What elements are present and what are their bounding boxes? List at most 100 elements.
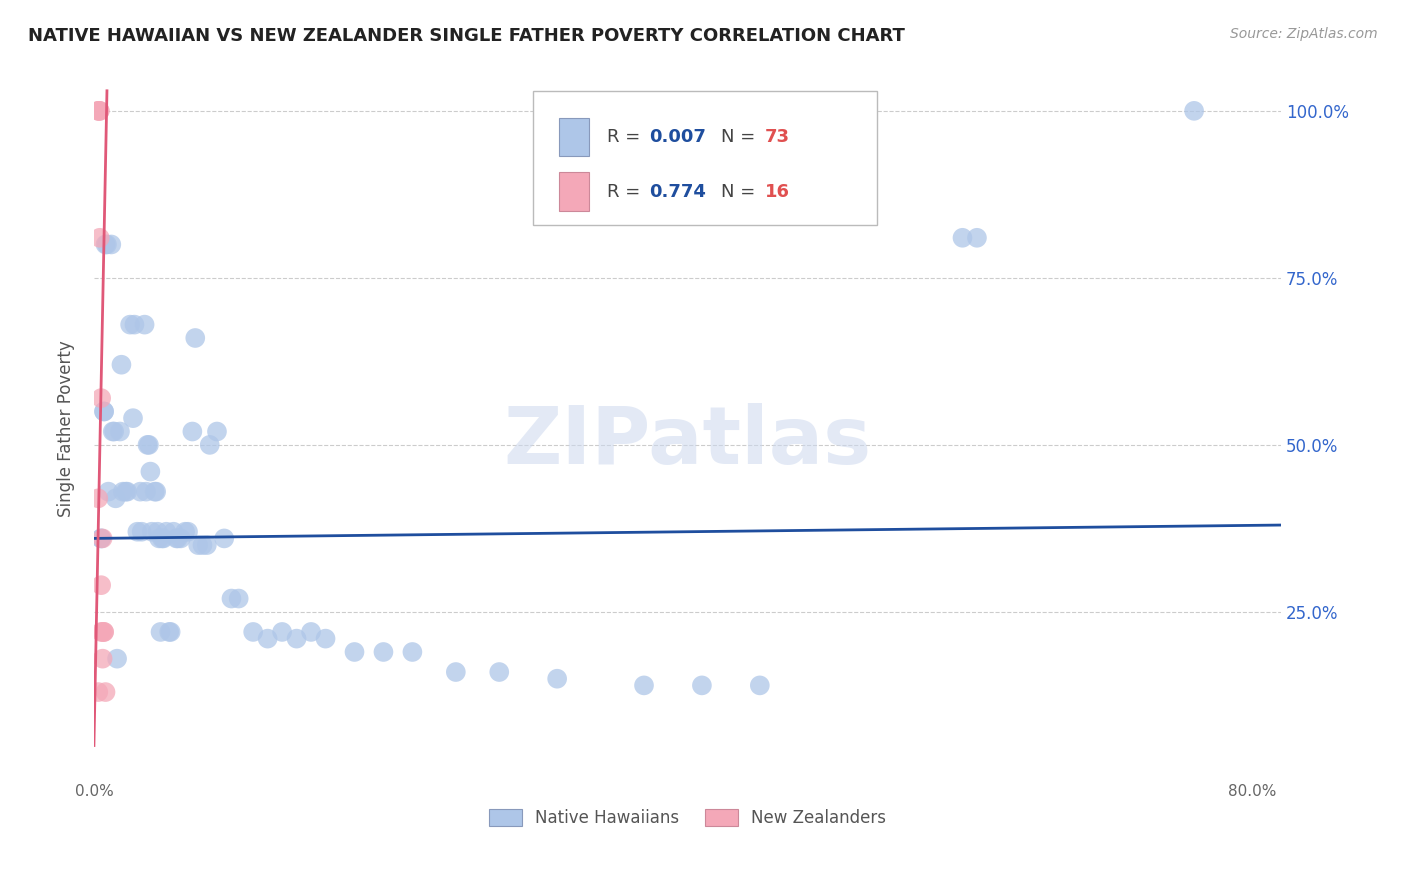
- Point: [146, 524, 169, 539]
- Point: [167, 532, 190, 546]
- Point: [90, 578, 112, 592]
- Point: [97, 484, 120, 499]
- Point: [191, 538, 214, 552]
- Point: [184, 331, 207, 345]
- Point: [87, 491, 110, 506]
- Point: [271, 624, 294, 639]
- Point: [93, 624, 115, 639]
- Point: [343, 645, 366, 659]
- Text: 16: 16: [765, 183, 790, 201]
- Point: [748, 678, 770, 692]
- Point: [315, 632, 337, 646]
- Point: [221, 591, 243, 606]
- Y-axis label: Single Father Poverty: Single Father Poverty: [58, 340, 75, 516]
- Text: NATIVE HAWAIIAN VS NEW ZEALANDER SINGLE FATHER POVERTY CORRELATION CHART: NATIVE HAWAIIAN VS NEW ZEALANDER SINGLE …: [28, 27, 905, 45]
- Point: [90, 532, 112, 546]
- Point: [94, 685, 117, 699]
- Point: [205, 425, 228, 439]
- Text: ZIPatlas: ZIPatlas: [503, 403, 872, 481]
- Point: [690, 678, 713, 692]
- Point: [1182, 103, 1205, 118]
- Text: 0.007: 0.007: [650, 128, 706, 145]
- Point: [256, 632, 278, 646]
- Point: [150, 532, 173, 546]
- Point: [170, 532, 193, 546]
- Point: [143, 484, 166, 499]
- Point: [129, 484, 152, 499]
- Point: [122, 411, 145, 425]
- Point: [145, 484, 167, 499]
- FancyBboxPatch shape: [533, 92, 877, 225]
- Point: [155, 524, 177, 539]
- Text: N =: N =: [721, 128, 761, 145]
- Point: [444, 665, 467, 679]
- Point: [100, 237, 122, 252]
- Point: [157, 624, 180, 639]
- Point: [141, 524, 163, 539]
- Point: [228, 591, 250, 606]
- Bar: [560, 118, 589, 156]
- Point: [89, 103, 111, 118]
- Point: [242, 624, 264, 639]
- Point: [299, 624, 322, 639]
- Text: Source: ZipAtlas.com: Source: ZipAtlas.com: [1230, 27, 1378, 41]
- Point: [136, 438, 159, 452]
- Point: [111, 484, 134, 499]
- Point: [90, 532, 112, 546]
- Point: [124, 318, 146, 332]
- Point: [131, 524, 153, 539]
- Text: R =: R =: [607, 183, 645, 201]
- Point: [108, 425, 131, 439]
- Point: [966, 231, 988, 245]
- Point: [195, 538, 218, 552]
- Point: [93, 624, 115, 639]
- Point: [96, 237, 118, 252]
- Point: [285, 632, 308, 646]
- Point: [90, 391, 112, 405]
- Text: R =: R =: [607, 128, 645, 145]
- Point: [105, 651, 128, 665]
- Point: [110, 358, 132, 372]
- Point: [127, 524, 149, 539]
- Point: [148, 532, 170, 546]
- Point: [94, 237, 117, 252]
- Point: [91, 624, 114, 639]
- Point: [93, 404, 115, 418]
- Point: [139, 465, 162, 479]
- Text: 73: 73: [765, 128, 790, 145]
- Point: [181, 425, 204, 439]
- Point: [174, 524, 197, 539]
- Point: [87, 685, 110, 699]
- Point: [373, 645, 395, 659]
- Point: [135, 484, 157, 499]
- Point: [546, 672, 568, 686]
- Point: [401, 645, 423, 659]
- Point: [212, 532, 235, 546]
- Text: N =: N =: [721, 183, 761, 201]
- Point: [134, 318, 156, 332]
- Point: [103, 425, 125, 439]
- Point: [138, 438, 160, 452]
- Point: [952, 231, 974, 245]
- Point: [633, 678, 655, 692]
- Point: [159, 624, 181, 639]
- Point: [104, 491, 127, 506]
- Point: [198, 438, 221, 452]
- Point: [89, 103, 111, 118]
- Point: [149, 624, 172, 639]
- Point: [93, 404, 115, 418]
- Point: [177, 524, 200, 539]
- Bar: [560, 172, 589, 211]
- Text: 0.774: 0.774: [650, 183, 706, 201]
- Point: [101, 425, 124, 439]
- Point: [89, 231, 111, 245]
- Point: [152, 532, 174, 546]
- Point: [87, 103, 110, 118]
- Point: [187, 538, 209, 552]
- Legend: Native Hawaiians, New Zealanders: Native Hawaiians, New Zealanders: [482, 802, 893, 834]
- Point: [120, 318, 142, 332]
- Point: [87, 103, 110, 118]
- Point: [115, 484, 138, 499]
- Point: [162, 524, 184, 539]
- Point: [488, 665, 510, 679]
